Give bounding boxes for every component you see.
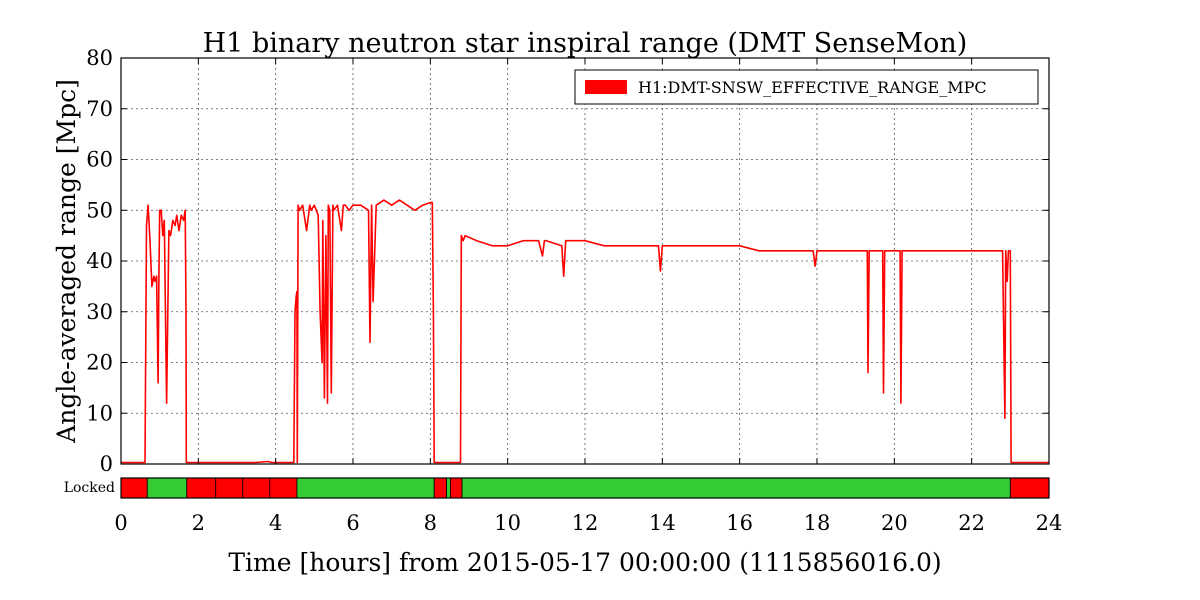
segment-bar	[242, 477, 271, 499]
x-tick-label: 20	[881, 511, 908, 535]
segment-bar	[296, 477, 435, 499]
segment-bars	[120, 477, 1050, 499]
x-tick-label: 24	[1036, 511, 1063, 535]
x-tick-label: 22	[958, 511, 985, 535]
segment-bar	[450, 477, 463, 499]
series-line	[121, 199, 1049, 464]
segment-bar	[186, 477, 217, 499]
axis-ticks	[120, 57, 1050, 465]
series-lines	[121, 199, 1049, 464]
y-tick-label: 50	[86, 198, 113, 222]
y-tick-label: 0	[100, 452, 113, 476]
segment-bar	[269, 477, 298, 499]
segment-bar	[146, 477, 188, 499]
y-tick-label: 80	[86, 46, 113, 70]
y-tick-label: 30	[86, 300, 113, 324]
y-tick-label: 60	[86, 148, 113, 172]
segment-bar	[1009, 477, 1050, 499]
y-axis-label: Angle-averaged range [Mpc]	[52, 79, 81, 444]
y-tick-label: 70	[86, 97, 113, 121]
x-tick-label: 2	[192, 511, 205, 535]
y-tick-label: 10	[86, 401, 113, 425]
segment-bar	[215, 477, 244, 499]
x-tick-label: 10	[494, 511, 521, 535]
x-tick-label: 18	[804, 511, 831, 535]
x-tick-label: 14	[649, 511, 676, 535]
legend-swatch	[585, 80, 627, 94]
y-tick-labels: 0 10 20 30 40 50 60 70 80	[86, 46, 113, 476]
legend-label: H1:DMT-SNSW_EFFECTIVE_RANGE_MPC	[638, 78, 987, 97]
x-tick-label: 6	[346, 511, 359, 535]
chart-title: H1 binary neutron star inspiral range (D…	[203, 28, 968, 59]
segment-bar	[461, 477, 1011, 499]
x-tick-label: 0	[114, 511, 127, 535]
x-tick-label: 12	[572, 511, 599, 535]
legend: H1:DMT-SNSW_EFFECTIVE_RANGE_MPC	[574, 69, 1039, 105]
segment-bar	[433, 477, 447, 499]
segment-bar	[446, 477, 451, 499]
x-tick-label: 8	[424, 511, 437, 535]
y-tick-label: 20	[86, 351, 113, 375]
segment-label: Locked	[64, 480, 115, 496]
x-tick-label: 16	[726, 511, 753, 535]
segment-bar	[120, 477, 148, 499]
segment-frame	[120, 477, 1050, 499]
x-axis-label: Time [hours] from 2015-05-17 00:00:00 (1…	[228, 548, 941, 577]
y-tick-label: 40	[86, 249, 113, 273]
legend-box	[574, 69, 1039, 105]
x-tick-label: 4	[269, 511, 282, 535]
x-tick-labels: 0 2 4 6 8 10 12 14 16 18 20 22 24	[114, 511, 1062, 535]
grid-lines	[121, 58, 1049, 464]
